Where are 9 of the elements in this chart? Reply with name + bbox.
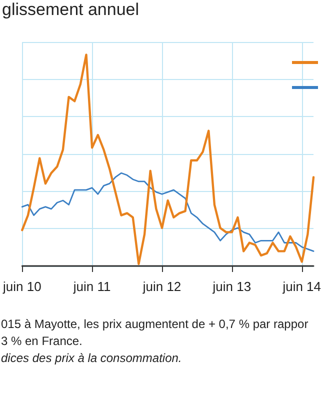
x-tick-label: juin 12 — [142, 279, 182, 294]
x-tick-label: juin 11 — [72, 279, 111, 294]
text: 015 à Mayotte, les prix augmentent de + 0,7 % par rappor — [1, 316, 308, 333]
x-tick-label: juin 10 — [2, 279, 42, 294]
x-tick-label: juin 14 — [282, 279, 322, 294]
text: 3 % en France. — [1, 333, 84, 350]
chart-title: glissement annuel — [2, 0, 140, 20]
x-tick-label: juin 13 — [212, 279, 252, 294]
text: dices des prix à la consommation. — [1, 350, 183, 367]
